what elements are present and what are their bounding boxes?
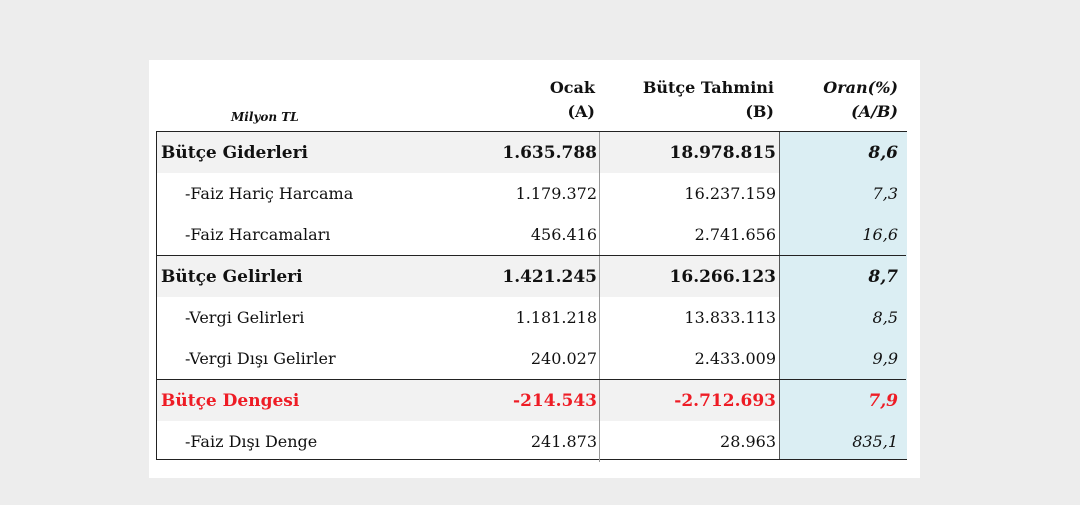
table-row: Bütçe Dengesi -214.543 -2.712.693 7,9 <box>157 379 906 421</box>
row-label: Bütçe Giderleri <box>161 143 308 163</box>
table-row: Bütçe Gelirleri 1.421.245 16.266.123 8,7 <box>157 255 906 297</box>
unit-label: Milyon TL <box>231 110 299 124</box>
cell-ocak: 456.416 <box>530 225 597 244</box>
row-label: -Faiz Dışı Denge <box>185 432 318 451</box>
table-row: Bütçe Giderleri 1.635.788 18.978.815 8,6 <box>157 132 906 173</box>
cell-butce-tahmini: -2.712.693 <box>674 391 776 411</box>
budget-table-card: Milyon TL Ocak (A) Bütçe Tahmini (B) Ora… <box>149 60 920 478</box>
column-header-ocak-code: (A) <box>567 102 595 121</box>
cell-butce-tahmini: 13.833.113 <box>684 308 776 327</box>
cell-butce-tahmini: 18.978.815 <box>669 143 776 163</box>
table-header: Milyon TL Ocak (A) Bütçe Tahmini (B) Ora… <box>149 60 920 131</box>
table-row: -Faiz Harcamaları 456.416 2.741.656 16,6 <box>157 214 906 255</box>
cell-ocak: -214.543 <box>513 391 597 411</box>
cell-ocak: 1.181.218 <box>515 308 597 327</box>
row-label: -Vergi Gelirleri <box>185 308 305 327</box>
cell-oran: 7,3 <box>872 184 898 203</box>
cell-oran: 9,9 <box>872 349 898 368</box>
table-row: -Vergi Dışı Gelirler 240.027 2.433.009 9… <box>157 338 906 379</box>
row-label: -Vergi Dışı Gelirler <box>185 349 336 368</box>
column-header-oran-code: (A/B) <box>851 102 898 121</box>
cell-ocak: 1.421.245 <box>502 267 597 287</box>
cell-ocak: 240.027 <box>530 349 597 368</box>
column-header-oran: Oran(%) (A/B) <box>823 76 898 124</box>
row-label: -Faiz Hariç Harcama <box>185 184 354 203</box>
table-row: -Faiz Dışı Denge 241.873 28.963 835,1 <box>157 421 906 462</box>
row-label: Bütçe Gelirleri <box>161 267 303 287</box>
column-header-butce-tahmini-title: Bütçe Tahmini <box>642 78 774 97</box>
row-label: Bütçe Dengesi <box>161 391 300 411</box>
table-row: -Vergi Gelirleri 1.181.218 13.833.113 8,… <box>157 297 906 338</box>
column-header-ocak-title: Ocak <box>549 78 595 97</box>
cell-oran: 16,6 <box>862 225 898 244</box>
cell-ocak: 1.635.788 <box>502 143 597 163</box>
column-header-ocak: Ocak (A) <box>550 76 595 124</box>
cell-butce-tahmini: 2.433.009 <box>694 349 776 368</box>
cell-butce-tahmini: 28.963 <box>720 432 776 451</box>
column-header-oran-title: Oran(%) <box>823 78 898 97</box>
cell-ocak: 241.873 <box>530 432 597 451</box>
cell-butce-tahmini: 16.266.123 <box>669 267 776 287</box>
column-header-butce-tahmini-code: (B) <box>745 102 774 121</box>
cell-oran: 835,1 <box>852 432 898 451</box>
cell-butce-tahmini: 2.741.656 <box>694 225 776 244</box>
table-row: -Faiz Hariç Harcama 1.179.372 16.237.159… <box>157 173 906 214</box>
budget-table: Bütçe Giderleri 1.635.788 18.978.815 8,6… <box>156 131 907 462</box>
column-header-butce-tahmini: Bütçe Tahmini (B) <box>643 76 774 124</box>
ratio-column-background <box>779 132 907 459</box>
cell-oran: 8,6 <box>868 143 898 163</box>
cell-oran: 8,5 <box>872 308 898 327</box>
row-label: -Faiz Harcamaları <box>185 225 331 244</box>
cell-oran: 7,9 <box>868 391 898 411</box>
cell-ocak: 1.179.372 <box>515 184 597 203</box>
cell-butce-tahmini: 16.237.159 <box>684 184 776 203</box>
cell-oran: 8,7 <box>868 267 898 287</box>
